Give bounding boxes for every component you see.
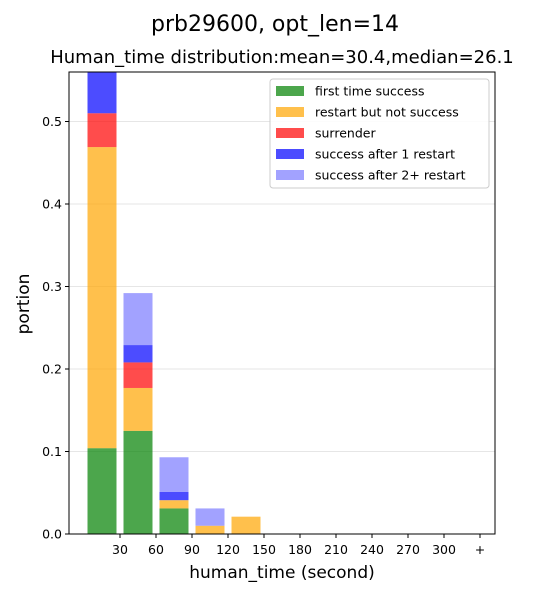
- x-axis-ticks: 30 60 90 120 150 180 210 240 270 300 +: [112, 534, 485, 557]
- bar-segment-success-after-1-restart: [87, 72, 117, 114]
- x-tick-label: 300: [432, 542, 456, 557]
- x-tick-label: 120: [216, 542, 240, 557]
- legend: first time success restart but not succes…: [269, 78, 490, 189]
- x-tick-label: 60: [148, 542, 164, 557]
- x-tick-label: 30: [112, 542, 128, 557]
- x-tick-label: 150: [252, 542, 276, 557]
- x-tick-label: 180: [288, 542, 312, 557]
- bar-segment-restart-but-not-success: [195, 525, 225, 534]
- x-tick-label: +: [475, 542, 485, 557]
- legend-swatch: [276, 149, 304, 159]
- bar-segment-first-time-success: [159, 508, 189, 534]
- x-tick-label: 240: [360, 542, 384, 557]
- y-axis-label: portion: [14, 274, 34, 335]
- chart-suptitle: prb29600, opt_len=14: [151, 12, 399, 37]
- y-tick-label: 0.0: [42, 527, 62, 542]
- y-tick-label: 0.4: [42, 197, 62, 212]
- legend-label: surrender: [315, 126, 376, 141]
- x-tick-label: 270: [396, 542, 420, 557]
- y-axis-ticks: 0.0 0.1 0.2 0.3 0.4 0.5: [42, 114, 69, 542]
- bar-segment-restart-but-not-success: [123, 387, 153, 431]
- bars: [87, 72, 261, 534]
- legend-label: success after 1 restart: [315, 147, 455, 162]
- plot-frame: [68, 71, 496, 535]
- legend-label: restart but not success: [315, 105, 459, 120]
- x-axis-label: human_time (second): [189, 563, 375, 583]
- legend-label: success after 2+ restart: [315, 168, 466, 183]
- bar-segment-success-after-2-restart: [159, 457, 189, 492]
- bar-segment-first-time-success: [87, 448, 117, 534]
- bar-segment-success-after-1-restart: [159, 491, 189, 501]
- bar-segment-restart-but-not-success: [231, 516, 261, 534]
- bar-segment-surrender: [123, 362, 153, 388]
- y-tick-label: 0.3: [42, 279, 62, 294]
- bar-segment-restart-but-not-success: [87, 147, 117, 449]
- bar-segment-success-after-2-restart: [123, 293, 153, 346]
- x-tick-label: 210: [324, 542, 348, 557]
- y-tick-label: 0.5: [42, 114, 62, 129]
- bar-segment-success-after-1-restart: [123, 345, 153, 363]
- legend-label: first time success: [315, 84, 425, 99]
- x-tick-label: 90: [184, 542, 200, 557]
- bar-segment-success-after-2-restart: [195, 508, 225, 526]
- bar-segment-surrender: [87, 113, 117, 148]
- legend-swatch: [276, 128, 304, 138]
- legend-swatch: [276, 86, 304, 96]
- bar-segment-restart-but-not-success: [159, 500, 189, 509]
- bar-segment-first-time-success: [123, 430, 153, 534]
- legend-swatch: [276, 170, 304, 180]
- y-tick-label: 0.1: [42, 444, 62, 459]
- y-tick-label: 0.2: [42, 362, 62, 377]
- legend-swatch: [276, 107, 304, 117]
- chart-title: Human_time distribution:mean=30.4,median…: [50, 47, 514, 68]
- legend-box: [269, 78, 490, 189]
